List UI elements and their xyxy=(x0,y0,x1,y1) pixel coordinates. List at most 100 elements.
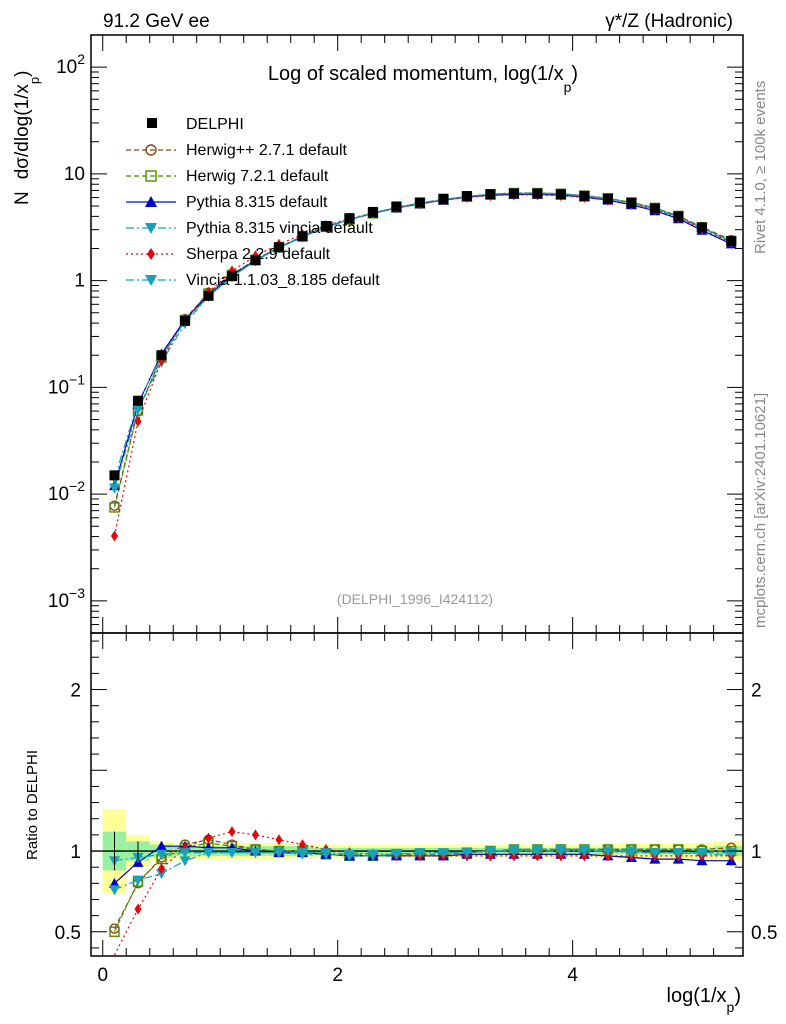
data-point-delphi xyxy=(673,211,684,222)
legend-marker-delphi xyxy=(147,118,157,128)
main-y-tick-exponent: 2 xyxy=(77,51,85,67)
legend-entry-vincia: Vincia 1.1.03_8.185 default xyxy=(126,272,380,289)
ratio-point-series-5 xyxy=(672,848,684,859)
main-y-axis-label-prefix: N xyxy=(12,191,33,205)
main-y-tick-base: 10 xyxy=(48,377,69,398)
legend-marker-sherpa xyxy=(147,248,155,260)
legend-label-pythia-vincia: Pythia 8.315 vincia default xyxy=(186,220,373,237)
x-tick-label: 4 xyxy=(567,965,578,986)
data-point-delphi xyxy=(297,231,308,242)
ratio-point-series-5 xyxy=(437,848,449,859)
main-y-tick-label: 10−2 xyxy=(48,478,85,505)
legend-label-vincia: Vincia 1.1.03_8.185 default xyxy=(186,272,380,289)
main-y-tick-exponent: −1 xyxy=(69,371,85,387)
x-axis-label-sub: p xyxy=(727,999,735,1015)
data-point-delphi xyxy=(555,189,566,200)
ratio-point-series-5 xyxy=(602,846,614,857)
ratio-point-series-4 xyxy=(157,863,165,875)
main-point-series-1 xyxy=(109,502,120,513)
data-point-delphi xyxy=(156,350,167,361)
main-y-axis-label: Ndσ/dlog(1/xp) xyxy=(12,71,42,205)
main-y-tick-label: 10−1 xyxy=(48,371,85,398)
ratio-point-series-3 xyxy=(108,885,120,896)
main-y-axis-label-sub: p xyxy=(27,77,42,84)
ratio-point-series-5 xyxy=(531,846,543,857)
ratio-point-series-5 xyxy=(414,848,426,859)
main-point-series-4 xyxy=(110,530,118,542)
data-point-delphi xyxy=(320,220,331,231)
data-point-delphi xyxy=(226,271,237,282)
main-y-tick-exponent: −2 xyxy=(69,478,85,494)
ratio-point-series-4 xyxy=(204,832,212,844)
data-point-delphi xyxy=(203,290,214,301)
ratio-point-series-5 xyxy=(249,848,261,859)
main-y-tick-base: 1 xyxy=(74,271,85,292)
main-point-series-4 xyxy=(134,415,142,427)
main-y-axis-label-text: dσ/dlog(1/x xyxy=(12,84,33,180)
data-point-delphi xyxy=(179,315,190,326)
main-series-line-series-0 xyxy=(113,192,732,506)
header-left: 91.2 GeV ee xyxy=(103,11,210,32)
data-point-delphi xyxy=(344,213,355,224)
x-axis-label-text: log(1/x xyxy=(667,985,727,1007)
legend-entry-pythia: Pythia 8.315 default xyxy=(126,194,328,211)
ratio-point-series-5 xyxy=(696,848,708,859)
legend-label-delphi: DELPHI xyxy=(186,116,244,133)
main-y-tick-base: 10 xyxy=(48,484,69,505)
ratio-point-series-5 xyxy=(343,849,355,860)
main-y-tick-base: 10 xyxy=(64,164,85,185)
main-title-sub: p xyxy=(564,79,572,95)
legend-label-herwig7: Herwig 7.2.1 default xyxy=(186,168,329,185)
ratio-point-series-5 xyxy=(202,848,214,859)
main-y-tick-exponent: −3 xyxy=(69,585,85,601)
ratio-series-line-series-1 xyxy=(113,842,732,933)
main-marks-layer xyxy=(108,187,737,542)
ratio-point-series-2 xyxy=(155,840,167,851)
legend-marker-vincia xyxy=(145,275,157,286)
ratio-point-series-4 xyxy=(251,829,259,841)
ratio-point-series-3 xyxy=(132,875,144,886)
ratio-plot-frame xyxy=(90,632,744,957)
ratio-y-tick-label-left: 0.5 xyxy=(55,923,81,944)
x-tick-label: 2 xyxy=(332,965,343,986)
main-title: Log of scaled momentum, log(1/xp) xyxy=(268,63,578,95)
main-y-tick-label: 1 xyxy=(74,271,85,292)
x-tick-label: 0 xyxy=(97,965,108,986)
ratio-y-tick-label-right: 1 xyxy=(751,842,762,863)
data-point-delphi xyxy=(461,191,472,202)
ratio-point-series-4 xyxy=(275,834,283,846)
main-series-line-series-3 xyxy=(113,192,732,489)
ratio-point-series-5 xyxy=(273,848,285,859)
ratio-y-tick-label-right: 2 xyxy=(751,681,762,702)
data-point-delphi xyxy=(414,197,425,208)
legend-entry-herwigpp: Herwig++ 2.7.1 default xyxy=(126,142,348,159)
ratio-point-series-5 xyxy=(508,846,520,857)
ratio-y-tick-label-left: 2 xyxy=(70,681,81,702)
legend-entry-herwig7: Herwig 7.2.1 default xyxy=(126,168,329,185)
main-y-tick-label: 10 xyxy=(64,164,85,185)
ratio-point-series-5 xyxy=(320,848,332,859)
main-y-tick-label: 10−3 xyxy=(48,585,85,612)
mcplots-label: mcplots.cern.ch [arXiv:2401.10621] xyxy=(752,393,769,628)
main-series-line-series-2 xyxy=(113,193,732,486)
ratio-point-series-5 xyxy=(390,849,402,860)
ratio-point-series-5 xyxy=(625,848,637,859)
main-point-series-3 xyxy=(132,405,144,416)
ratio-point-series-5 xyxy=(367,849,379,860)
ratio-point-series-4 xyxy=(134,903,142,915)
data-point-delphi xyxy=(579,191,590,202)
main-title-text: Log of scaled momentum, log(1/x xyxy=(268,63,564,85)
data-point-delphi xyxy=(726,236,737,247)
main-y-tick-base: 10 xyxy=(56,57,77,78)
data-point-delphi xyxy=(132,395,143,406)
main-y-axis-label-close: ) xyxy=(12,71,33,77)
data-point-delphi xyxy=(532,188,543,199)
legend-marker-pythia-vincia xyxy=(145,223,157,234)
ratio-point-series-4 xyxy=(228,826,236,838)
main-series-line-series-1 xyxy=(113,192,732,508)
analysis-watermark: (DELPHI_1996_I424112) xyxy=(337,591,493,607)
ratio-point-series-5 xyxy=(155,849,167,860)
x-axis-label-close: ) xyxy=(734,985,741,1007)
